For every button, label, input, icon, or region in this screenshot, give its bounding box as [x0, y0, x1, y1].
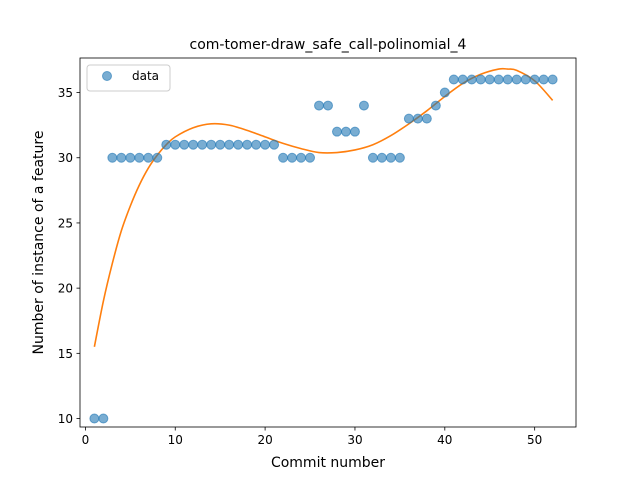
data-point — [520, 74, 531, 85]
data-point — [134, 152, 145, 163]
x-tick-label: 0 — [82, 433, 90, 447]
data-point — [143, 152, 154, 163]
data-point — [493, 74, 504, 85]
data-point — [278, 152, 289, 163]
data-point — [197, 139, 208, 150]
data-point — [502, 74, 513, 85]
data-point — [269, 139, 280, 150]
data-point — [358, 100, 369, 111]
data-point — [251, 139, 262, 150]
y-tick-label: 15 — [58, 347, 73, 361]
data-point — [215, 139, 226, 150]
data-point — [448, 74, 459, 85]
data-point — [89, 413, 100, 424]
data-point — [314, 100, 325, 111]
data-point — [430, 100, 441, 111]
data-point — [296, 152, 307, 163]
data-points-layer — [89, 74, 558, 424]
data-point — [260, 139, 271, 150]
data-point — [161, 139, 172, 150]
plot-frame — [79, 57, 577, 428]
x-tick-label: 20 — [257, 433, 272, 447]
data-point — [287, 152, 298, 163]
y-tick-label: 20 — [58, 282, 73, 296]
data-point — [511, 74, 522, 85]
data-point — [457, 74, 468, 85]
data-point — [475, 74, 486, 85]
data-point — [412, 113, 423, 124]
data-point — [125, 152, 136, 163]
data-point — [233, 139, 244, 150]
y-tick-label: 10 — [58, 412, 73, 426]
legend-label-data: data — [132, 69, 159, 83]
data-point — [107, 152, 118, 163]
chart-title: com-tomer-draw_safe_call-polinomial_4 — [190, 37, 467, 53]
data-point — [116, 152, 127, 163]
data-point — [466, 74, 477, 85]
data-point — [188, 139, 199, 150]
y-tick-label: 25 — [58, 216, 73, 230]
data-point — [538, 74, 549, 85]
x-tick-label: 50 — [527, 433, 542, 447]
x-ticks: 0 10 20 30 40 50 — [82, 427, 542, 447]
y-tick-label: 35 — [58, 86, 73, 100]
x-tick-label: 10 — [168, 433, 183, 447]
data-point — [349, 126, 360, 137]
data-point — [376, 152, 387, 163]
legend: data — [86, 64, 171, 92]
x-tick-label: 40 — [437, 433, 452, 447]
data-point — [385, 152, 396, 163]
data-point — [421, 113, 432, 124]
data-point — [179, 139, 190, 150]
data-point — [305, 152, 316, 163]
data-point — [206, 139, 217, 150]
data-point — [224, 139, 235, 150]
y-tick-label: 30 — [58, 151, 73, 165]
data-point — [340, 126, 351, 137]
data-point — [403, 113, 414, 124]
data-point — [98, 413, 109, 424]
data-point — [323, 100, 333, 111]
data-point — [484, 74, 495, 85]
data-point — [547, 74, 558, 85]
x-axis-label: Commit number — [271, 455, 385, 471]
data-point — [242, 139, 253, 150]
y-ticks: 10 15 20 25 30 35 — [58, 86, 80, 426]
data-point — [367, 152, 378, 163]
data-point — [170, 139, 181, 150]
data-point — [439, 87, 450, 98]
plot-area — [80, 58, 576, 427]
y-axis-label: Number of instance of a feature — [31, 131, 47, 355]
data-point — [152, 152, 163, 163]
data-point — [331, 126, 342, 137]
legend-marker-data — [102, 71, 112, 81]
x-tick-label: 30 — [347, 433, 362, 447]
data-point — [529, 74, 540, 85]
data-point — [394, 152, 405, 163]
